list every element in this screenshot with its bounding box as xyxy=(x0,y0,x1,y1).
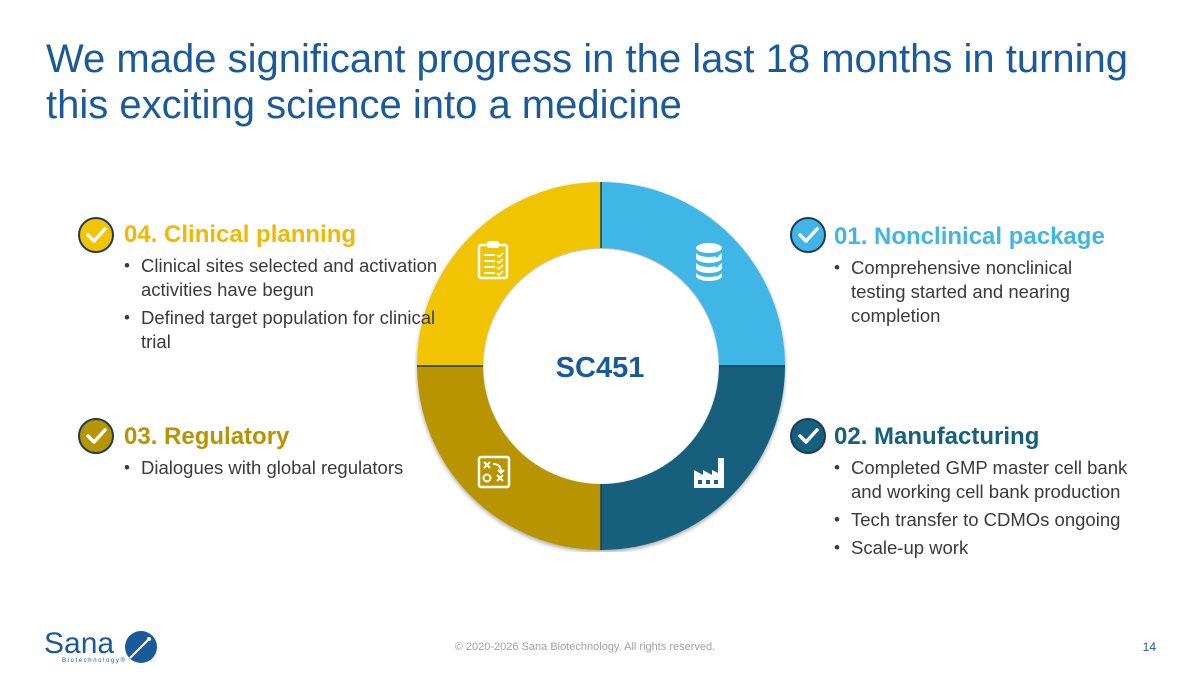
list-item: Completed GMP master cell bank and worki… xyxy=(834,456,1154,504)
section-heading: 02. Manufacturing xyxy=(834,423,1040,450)
logo-name: Sana xyxy=(44,627,115,660)
bullet-list: Completed GMP master cell bank and worki… xyxy=(834,456,1154,564)
bullet-list: Comprehensive nonclinical testing starte… xyxy=(834,256,1114,332)
section-nonclinical-package: 01. Nonclinical package Comprehensive no… xyxy=(788,217,1148,337)
center-label: SC451 xyxy=(555,352,645,384)
ring-segment-clinical xyxy=(417,182,601,366)
clipboard-checklist-icon xyxy=(477,241,509,280)
bullet-list: Dialogues with global regulators xyxy=(124,456,444,484)
factory-icon xyxy=(694,458,724,488)
list-item: Defined target population for clinical t… xyxy=(124,306,444,354)
ring-segment-nonclinical xyxy=(601,182,785,366)
section-regulatory: 03. Regulatory Dialogues with global reg… xyxy=(78,418,438,498)
section-clinical-planning: 04. Clinical planning Clinical sites sel… xyxy=(78,217,438,387)
section-manufacturing: 02. Manufacturing Completed GMP master c… xyxy=(788,418,1148,568)
logo-mark-icon xyxy=(125,631,157,663)
list-item: Scale-up work xyxy=(834,536,1154,560)
strategy-board-icon xyxy=(477,455,511,489)
page-title: We made significant progress in the last… xyxy=(46,37,1129,127)
section-heading: 04. Clinical planning xyxy=(124,221,357,248)
check-icon xyxy=(790,217,826,253)
logo-subtitle: Biotechnology® xyxy=(62,658,127,664)
list-item: Clinical sites selected and activation a… xyxy=(124,254,444,302)
list-item: Dialogues with global regulators xyxy=(124,456,444,480)
bullet-list: Clinical sites selected and activation a… xyxy=(124,254,444,358)
page-number: 14 xyxy=(1142,640,1156,654)
check-icon xyxy=(78,217,114,253)
check-icon xyxy=(790,418,826,454)
ring-segment-manufacturing xyxy=(601,366,785,550)
copyright-footer: © 2020-2026 Sana Biotechnology. All righ… xyxy=(454,641,716,653)
database-icon xyxy=(696,243,722,281)
section-heading: 01. Nonclinical package xyxy=(834,223,1105,250)
section-heading: 03. Regulatory xyxy=(124,423,290,450)
list-item: Comprehensive nonclinical testing starte… xyxy=(834,256,1114,328)
check-icon xyxy=(78,418,114,454)
list-item: Tech transfer to CDMOs ongoing xyxy=(834,508,1154,532)
